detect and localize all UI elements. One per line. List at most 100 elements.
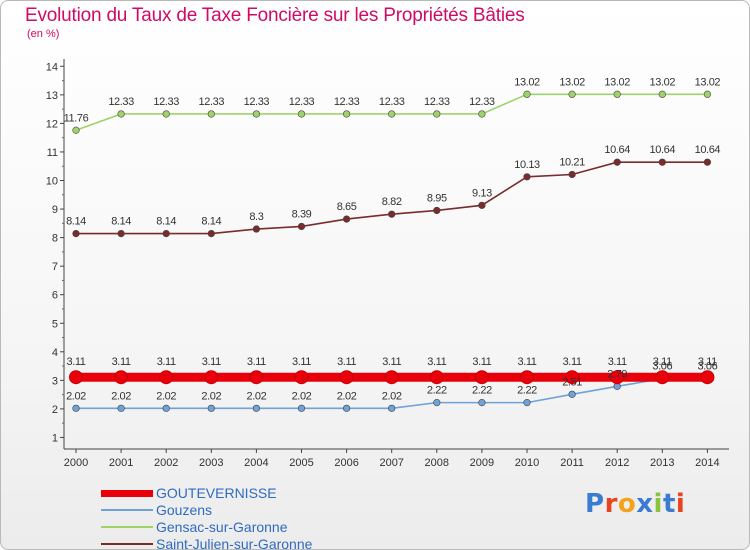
data-label: 3.11 [518,356,537,368]
data-point [523,90,531,98]
data-label: 8.14 [111,216,131,228]
y-tick-label: 6 [52,290,58,302]
data-label: 2.02 [292,390,312,402]
logo-letter: i [675,489,686,519]
data-point [388,110,396,118]
x-tick-label: 2010 [515,457,539,469]
data-point [72,230,80,238]
data-label: 8.65 [337,201,357,213]
data-point [700,370,715,385]
y-tick-label: 14 [46,61,58,73]
data-label: 10.64 [650,144,676,156]
logo-letter: r [604,489,618,519]
data-label: 2.22 [472,385,492,397]
data-label: 8.95 [427,192,447,204]
data-point [252,225,260,233]
data-point [568,390,576,398]
data-label: 2.02 [337,390,357,402]
logo-letter: i [653,489,663,519]
data-label: 8.82 [382,196,402,208]
data-point [343,215,351,223]
data-label: 3.11 [427,356,446,368]
data-label: 2.02 [201,390,221,402]
data-label: 10.21 [559,157,585,169]
data-point [520,370,534,385]
data-point [478,110,486,118]
data-label: 9.13 [472,187,492,199]
proxiti-logo: Proxiti [585,489,685,519]
data-label: 2.02 [246,390,266,402]
data-label: 12.33 [244,96,270,108]
data-point [658,90,666,98]
data-point [478,201,486,209]
x-tick-label: 2008 [425,457,449,469]
x-tick-label: 2007 [379,457,403,469]
data-point [568,90,576,98]
legend-swatch [101,509,153,511]
legend-label: Saint-Julien-sur-Garonne [156,536,313,550]
x-tick-label: 2005 [289,457,313,469]
logo-letter: x [636,489,654,519]
x-tick-label: 2003 [199,457,223,469]
logo-letter: P [585,489,605,519]
x-tick-label: 2013 [650,457,674,469]
data-point [297,110,306,118]
data-point [207,230,215,238]
data-label: 3.11 [157,356,176,368]
legend-swatch [101,490,153,497]
x-tick-label: 2009 [470,457,494,469]
legend-swatch [101,543,153,545]
x-tick-label: 2011 [560,457,584,469]
data-point [339,370,354,385]
data-label: 12.33 [334,96,360,108]
chart-title: Evolution du Taux de Taxe Foncière sur l… [25,5,525,26]
y-tick-label: 7 [52,261,58,273]
y-tick-label: 13 [46,90,58,102]
data-label: 3.06 [697,361,717,373]
data-point [655,370,670,385]
data-label: 2.22 [427,385,447,397]
y-tick-label: 1 [52,432,58,444]
data-point [523,399,531,407]
data-point [433,206,441,215]
data-point [117,230,125,238]
data-label: 2.51 [562,376,582,388]
y-tick-label: 8 [52,233,58,245]
data-point [343,110,351,118]
legend-swatch [101,526,153,528]
data-point [613,90,621,98]
data-point [343,404,351,412]
data-point [252,404,260,412]
data-point [523,173,531,181]
data-label: 12.33 [289,96,315,108]
data-label: 8.39 [292,208,312,220]
data-point [117,110,125,118]
data-point [72,126,80,134]
data-label: 13.02 [514,76,540,88]
data-label: 3.11 [563,356,582,368]
data-label: 13.02 [695,76,721,88]
data-point [384,370,399,385]
x-tick-label: 2006 [334,457,358,469]
data-point [162,404,170,412]
data-label: 3.11 [247,356,266,368]
data-point [565,370,580,385]
data-label: 3.11 [653,356,672,368]
y-tick-label: 10 [46,176,58,188]
logo-letter: o [617,489,637,519]
data-label: 8.3 [249,211,263,223]
y-tick-label: 2 [52,404,58,416]
data-label: 3.11 [292,356,311,368]
y-tick-label: 12 [46,118,58,130]
data-point [162,110,170,118]
data-label: 2.02 [66,390,86,402]
x-tick-label: 2001 [109,457,133,469]
data-label: 3.11 [472,356,491,368]
x-tick-label: 2014 [695,457,719,469]
data-point [703,90,712,98]
data-point [388,210,396,218]
data-label: 12.33 [199,96,225,108]
data-label: 3.06 [652,361,672,373]
y-tick-label: 4 [52,347,58,359]
